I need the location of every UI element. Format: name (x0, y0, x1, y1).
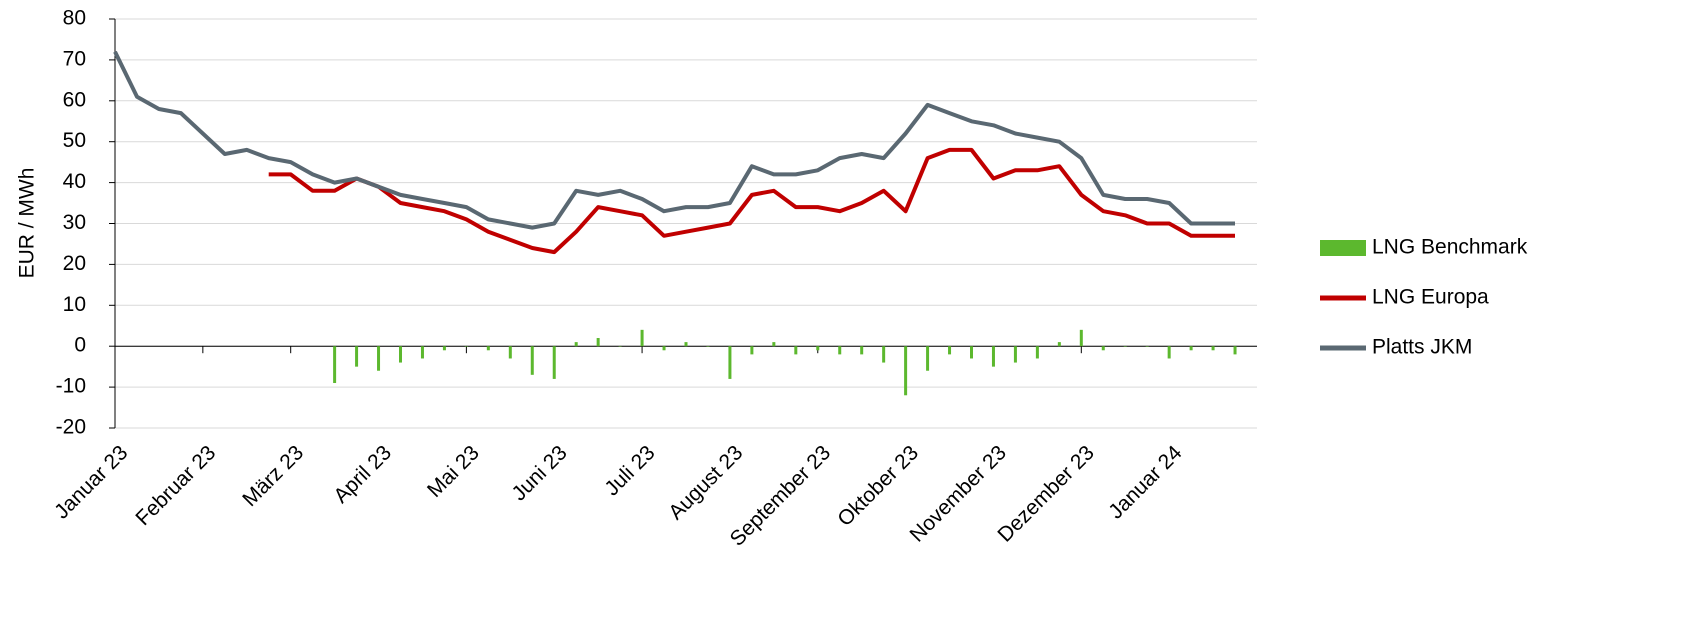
bar (904, 346, 908, 396)
legend-label: LNG Europa (1372, 286, 1489, 309)
y-tick-label: 60 (63, 88, 86, 111)
bar (618, 346, 622, 347)
bar (882, 346, 886, 363)
x-tick-label: Oktober 23 (833, 441, 923, 531)
bar (1057, 342, 1061, 347)
legend-label: Platts JKM (1372, 336, 1472, 359)
x-tick-label: März 23 (238, 441, 308, 511)
line (113, 50, 1235, 230)
legend-swatch (1320, 240, 1366, 256)
y-tick-label: 0 (74, 334, 86, 357)
y-tick-label: 30 (63, 211, 86, 234)
x-tick-label: Mai 23 (423, 441, 484, 502)
bar (728, 346, 732, 379)
bar (574, 342, 578, 347)
bar (1233, 346, 1237, 355)
bar (684, 342, 688, 347)
bar (706, 346, 710, 347)
bar (1123, 346, 1127, 347)
bar (991, 346, 995, 367)
bar (750, 346, 754, 355)
y-tick-label: 40 (63, 170, 86, 193)
bar (926, 346, 930, 371)
y-tick-label: 70 (63, 47, 86, 70)
bar (1013, 346, 1017, 363)
y-tick-label: 10 (63, 293, 86, 316)
bar (838, 346, 842, 355)
bar (794, 346, 798, 355)
bar (442, 346, 446, 351)
x-tick-label: Januar 24 (1104, 441, 1187, 524)
bar (1101, 346, 1105, 351)
bar (970, 346, 973, 359)
bar (772, 342, 776, 347)
x-tick-label: April 23 (329, 441, 396, 508)
bar (1035, 346, 1039, 359)
bar (1079, 329, 1083, 347)
bar (486, 346, 490, 351)
x-tick-label: Juni 23 (508, 441, 572, 505)
bar (399, 346, 402, 363)
bar (1189, 346, 1193, 351)
y-tick-label: 50 (63, 129, 86, 152)
bar (464, 346, 468, 347)
y-tick-label: -10 (56, 375, 86, 398)
y-tick-label: 20 (63, 252, 86, 275)
line (268, 147, 1235, 255)
bar (552, 346, 556, 379)
bar (508, 346, 512, 359)
bar (333, 346, 337, 384)
x-tick-label: Januar 23 (50, 441, 132, 523)
x-tick-label: Februar 23 (131, 441, 220, 530)
y-tick-label: -20 (56, 416, 86, 439)
y-axis-label: EUR / MWh (16, 168, 39, 279)
bar (355, 346, 359, 367)
bar (1211, 346, 1215, 351)
x-tick-label: Juli 23 (600, 441, 659, 500)
x-tick-label: August 23 (664, 441, 747, 524)
bar (1167, 346, 1171, 359)
bar (860, 346, 864, 355)
bar (530, 346, 534, 375)
bar (816, 346, 820, 351)
bar (640, 329, 644, 347)
bar (420, 346, 424, 359)
bar (662, 346, 666, 351)
bar (377, 346, 381, 371)
bar (1145, 346, 1149, 347)
y-tick-label: 80 (63, 7, 86, 30)
bar (596, 338, 600, 347)
bar (948, 346, 952, 355)
legend-label: LNG Benchmark (1372, 236, 1528, 259)
